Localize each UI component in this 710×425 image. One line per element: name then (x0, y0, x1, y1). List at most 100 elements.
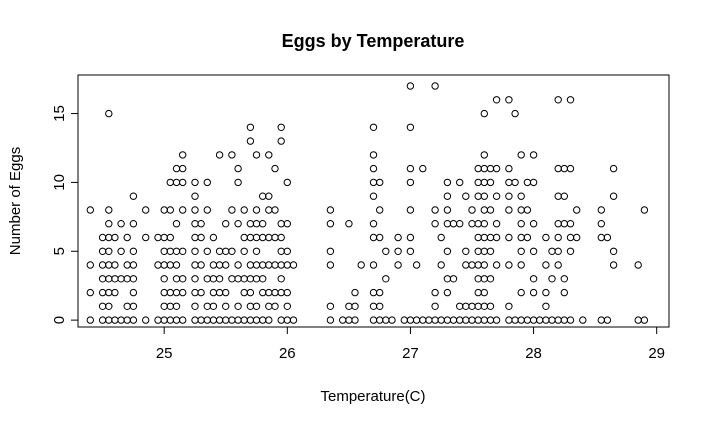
data-point (480, 233, 488, 242)
data-point (486, 275, 495, 283)
data-point (283, 261, 291, 269)
data-point (326, 261, 335, 269)
data-point (517, 151, 525, 159)
data-point (265, 288, 273, 297)
data-point (456, 220, 464, 228)
data-point (259, 288, 267, 297)
data-point (129, 247, 138, 256)
data-point (443, 206, 452, 214)
data-point (517, 261, 525, 269)
data-point (474, 233, 482, 242)
data-point (443, 275, 452, 283)
data-point (240, 206, 248, 214)
data-point (98, 233, 107, 242)
data-point (259, 275, 267, 283)
data-point (228, 247, 236, 256)
data-point (369, 288, 378, 297)
data-point (283, 316, 291, 324)
data-point (252, 316, 261, 324)
data-point (191, 220, 199, 228)
data-point (234, 164, 242, 173)
data-point (222, 288, 230, 297)
data-point (400, 316, 408, 324)
data-point (523, 233, 532, 242)
data-point (222, 302, 230, 310)
data-point (443, 288, 452, 297)
data-point (123, 233, 131, 242)
data-point (209, 302, 218, 310)
data-point (271, 233, 279, 242)
data-point (449, 275, 458, 283)
data-point (369, 302, 378, 310)
data-point (492, 220, 501, 228)
data-point (160, 261, 168, 269)
data-point (172, 288, 181, 297)
data-point (209, 275, 218, 283)
data-point (129, 261, 138, 269)
data-point (369, 123, 378, 132)
data-point (98, 316, 107, 324)
data-point (542, 288, 550, 297)
data-point (252, 206, 261, 214)
data-point (369, 178, 378, 187)
data-point (554, 247, 562, 256)
data-point (529, 316, 538, 324)
data-point (369, 261, 378, 269)
data-point (215, 247, 224, 256)
data-point (160, 288, 168, 297)
data-point (215, 316, 224, 324)
data-point (197, 288, 205, 297)
data-point (529, 151, 538, 159)
data-point (160, 275, 168, 283)
data-point (406, 247, 415, 256)
data-point (222, 247, 230, 256)
data-point (505, 164, 513, 173)
data-point (283, 302, 291, 310)
data-point (412, 316, 421, 324)
data-point (86, 206, 95, 214)
data-point (419, 316, 427, 324)
data-point (277, 233, 285, 242)
data-point (560, 192, 568, 200)
data-point (277, 220, 285, 228)
y-tick-label: 5 (51, 247, 68, 255)
data-point (468, 206, 476, 214)
data-point (474, 261, 482, 269)
data-point (480, 247, 488, 256)
data-point (462, 247, 470, 256)
data-point (252, 247, 261, 256)
data-point (246, 288, 255, 297)
data-point (129, 220, 138, 228)
data-point (179, 275, 187, 283)
data-point (271, 302, 279, 310)
data-point (351, 288, 359, 297)
data-point (548, 247, 556, 256)
data-point (234, 261, 242, 269)
data-point (523, 178, 532, 187)
data-point (105, 288, 113, 297)
data-point (197, 233, 205, 242)
data-point (191, 192, 199, 200)
data-point (129, 316, 138, 324)
data-point (480, 192, 488, 200)
data-point (203, 206, 212, 214)
data-point (560, 288, 568, 297)
data-point (98, 275, 107, 283)
data-point (215, 288, 224, 297)
data-point (142, 316, 150, 324)
data-point (517, 288, 525, 297)
data-point (560, 164, 568, 173)
data-point (474, 302, 482, 310)
data-point (326, 206, 335, 214)
data-point (431, 82, 439, 90)
data-point (369, 220, 378, 228)
data-point (511, 178, 519, 187)
data-point (406, 164, 415, 173)
data-point (179, 288, 187, 297)
data-point (123, 275, 131, 283)
data-point (382, 316, 390, 324)
data-point (191, 233, 199, 242)
data-point (271, 288, 279, 297)
data-point (554, 233, 562, 242)
